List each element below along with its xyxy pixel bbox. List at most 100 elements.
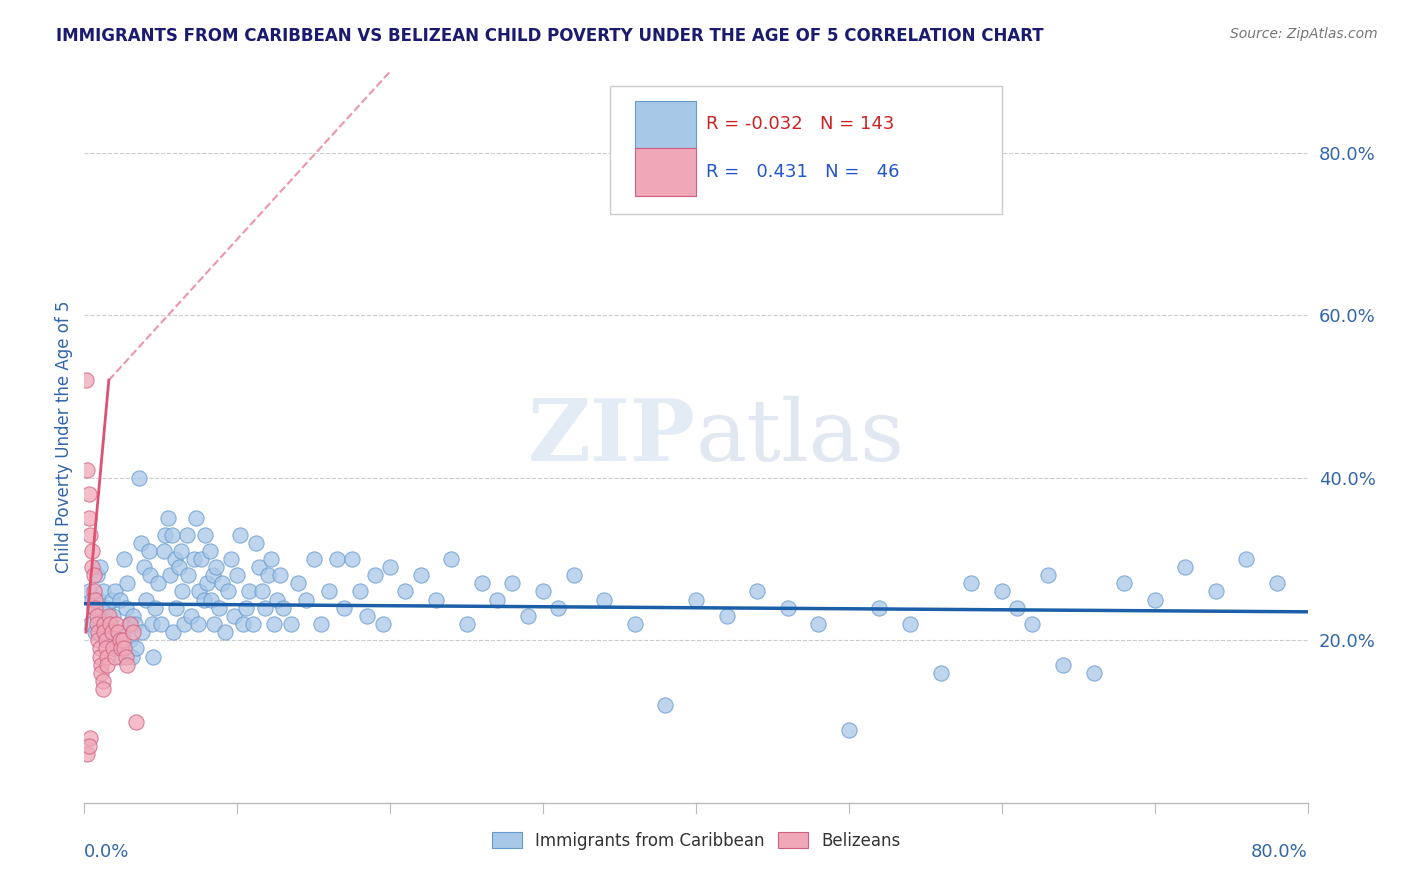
Point — [159, 568, 181, 582]
Point — [87, 633, 110, 648]
Point — [111, 625, 134, 640]
Point — [143, 600, 166, 615]
Point — [486, 592, 509, 607]
Point — [960, 576, 983, 591]
Point — [716, 608, 738, 623]
Point — [110, 641, 132, 656]
Point — [93, 617, 115, 632]
Point — [138, 544, 160, 558]
Point — [110, 649, 132, 664]
Point — [190, 552, 212, 566]
Point — [76, 747, 98, 761]
Point — [91, 681, 114, 696]
Point — [107, 641, 129, 656]
Point — [898, 617, 921, 632]
Point — [84, 592, 107, 607]
Point — [356, 608, 378, 623]
Point — [302, 552, 325, 566]
Point — [97, 633, 120, 648]
Point — [94, 633, 117, 648]
Point — [91, 584, 114, 599]
Point — [245, 535, 267, 549]
Text: R = -0.032   N = 143: R = -0.032 N = 143 — [706, 115, 894, 133]
Point — [232, 617, 254, 632]
Point — [349, 584, 371, 599]
Point — [108, 592, 131, 607]
Point — [89, 641, 111, 656]
Point — [80, 544, 103, 558]
Point — [86, 617, 108, 632]
Point — [84, 600, 107, 615]
Point — [287, 576, 309, 591]
Point — [153, 544, 176, 558]
Text: atlas: atlas — [696, 395, 905, 479]
Point — [157, 511, 180, 525]
Point — [104, 584, 127, 599]
Point — [120, 617, 142, 632]
Point — [380, 560, 402, 574]
Point — [115, 576, 138, 591]
Point — [75, 373, 97, 387]
Point — [229, 527, 252, 541]
Point — [122, 625, 145, 640]
Legend: Immigrants from Caribbean, Belizeans: Immigrants from Caribbean, Belizeans — [485, 825, 907, 856]
Point — [747, 584, 769, 599]
Point — [89, 560, 111, 574]
Point — [685, 592, 707, 607]
Text: 80.0%: 80.0% — [1251, 843, 1308, 861]
Point — [96, 657, 118, 672]
Point — [242, 617, 264, 632]
Y-axis label: Child Poverty Under the Age of 5: Child Poverty Under the Age of 5 — [55, 301, 73, 574]
Point — [869, 600, 891, 615]
Point — [83, 568, 105, 582]
Point — [149, 617, 172, 632]
Point — [77, 487, 100, 501]
Point — [425, 592, 447, 607]
Point — [200, 592, 222, 607]
Point — [90, 657, 112, 672]
Point — [838, 723, 860, 737]
Point — [183, 552, 205, 566]
Point — [1205, 584, 1227, 599]
Point — [177, 568, 200, 582]
Point — [394, 584, 416, 599]
Point — [263, 617, 285, 632]
Point — [219, 552, 242, 566]
Point — [247, 560, 270, 574]
Point — [98, 617, 121, 632]
Point — [1052, 657, 1074, 672]
Point — [531, 584, 554, 599]
Point — [776, 600, 799, 615]
Point — [80, 560, 103, 574]
Point — [1005, 600, 1028, 615]
Point — [83, 600, 105, 615]
Point — [94, 625, 117, 640]
Point — [1114, 576, 1136, 591]
Point — [77, 511, 100, 525]
Point — [516, 608, 538, 623]
Point — [250, 584, 273, 599]
Point — [180, 608, 202, 623]
Point — [122, 608, 145, 623]
Point — [124, 617, 146, 632]
Point — [142, 649, 165, 664]
Point — [318, 584, 340, 599]
Point — [280, 617, 302, 632]
Text: ZIP: ZIP — [529, 395, 696, 479]
FancyBboxPatch shape — [610, 86, 1002, 214]
Point — [114, 600, 136, 615]
Point — [1036, 568, 1059, 582]
Point — [593, 592, 616, 607]
Point — [333, 600, 356, 615]
Point — [165, 600, 187, 615]
Point — [125, 714, 148, 729]
Point — [188, 584, 211, 599]
Point — [139, 568, 162, 582]
Point — [1174, 560, 1197, 574]
Point — [128, 471, 150, 485]
Point — [226, 568, 249, 582]
Point — [238, 584, 260, 599]
Point — [311, 617, 333, 632]
Point — [176, 527, 198, 541]
Point — [562, 568, 585, 582]
